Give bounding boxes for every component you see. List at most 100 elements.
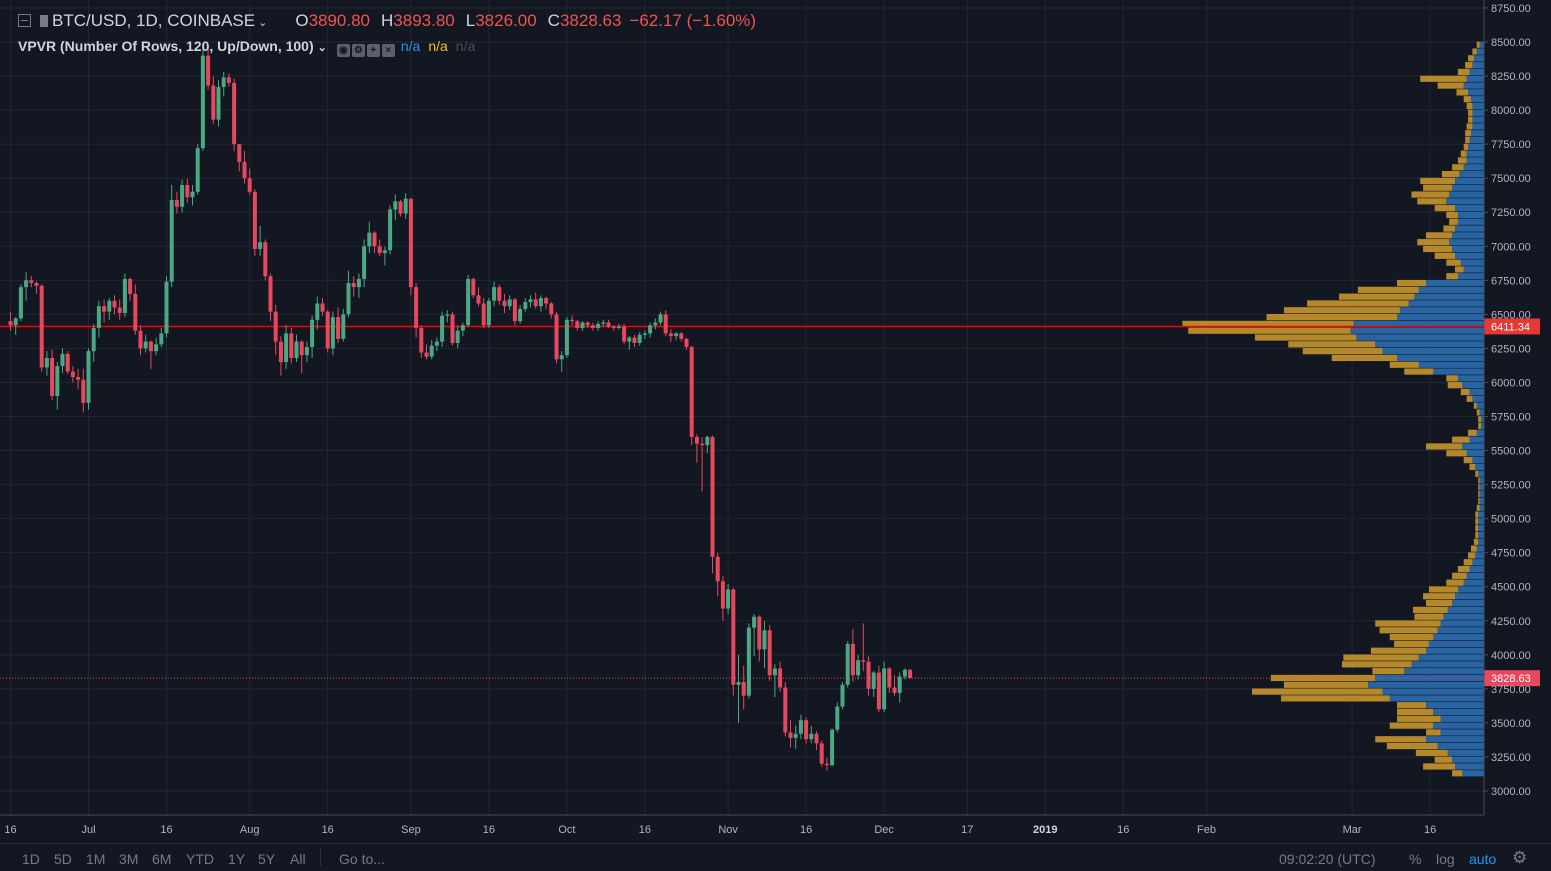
range-5d[interactable]: 5D: [54, 851, 72, 867]
candle-body: [190, 191, 195, 198]
candle-body: [523, 302, 528, 309]
volume-bar-up: [1472, 62, 1484, 69]
low-value: 3826.00: [475, 11, 537, 30]
volume-bar-down: [1188, 327, 1351, 334]
settings-gear-icon[interactable]: ⚙: [1512, 848, 1528, 867]
eye-icon[interactable]: ◉: [336, 44, 350, 57]
bottom-toolbar: 1D 5D 1M 3M 6M YTD 1Y 5Y All Go to... 09…: [0, 843, 1551, 871]
volume-bar-down: [1420, 177, 1455, 185]
close-value: 3828.63: [559, 11, 622, 30]
plus-icon[interactable]: +: [366, 44, 380, 57]
volume-bar-up: [1469, 565, 1484, 573]
volume-bar-down: [1446, 375, 1458, 382]
candle-body: [658, 314, 663, 323]
volume-bar-up: [1469, 68, 1484, 76]
volume-bar-down: [1437, 82, 1464, 89]
range-1y[interactable]: 1Y: [228, 851, 246, 867]
log-toggle[interactable]: log: [1436, 851, 1455, 867]
volume-bar-up: [1462, 382, 1484, 389]
volume-bar-up: [1428, 640, 1484, 648]
candle-body: [81, 379, 86, 403]
range-all[interactable]: All: [290, 851, 306, 867]
volume-bar-up: [1457, 273, 1484, 280]
volume-bar-up: [1382, 348, 1484, 355]
volume-bar-down: [1446, 450, 1467, 457]
candle-body: [133, 293, 138, 331]
volume-bar-up: [1468, 89, 1484, 96]
candle-body: [13, 318, 18, 326]
volume-bar-up: [1418, 286, 1484, 293]
flag-icon[interactable]: [40, 15, 48, 27]
volume-bar-up: [1481, 416, 1484, 423]
range-1d[interactable]: 1D: [22, 851, 40, 867]
volume-bar-up: [1447, 749, 1484, 756]
goto-button[interactable]: Go to...: [339, 851, 385, 867]
volume-bar-up: [1478, 538, 1484, 545]
chevron-down-icon[interactable]: ⌄: [258, 17, 268, 29]
auto-toggle[interactable]: auto: [1469, 851, 1497, 867]
volume-bar-down: [1339, 293, 1415, 300]
volume-bar-down: [1389, 634, 1434, 641]
volume-bar-down: [1252, 688, 1383, 695]
range-ytd[interactable]: YTD: [186, 851, 214, 867]
candle-body: [902, 669, 907, 677]
symbol-title[interactable]: BTC/USD, 1D, COINBASE: [52, 11, 256, 30]
volume-bar-down: [1463, 143, 1469, 150]
range-5y[interactable]: 5Y: [258, 851, 276, 867]
candle-body: [882, 668, 887, 710]
candle-body: [580, 322, 585, 328]
candle-body: [637, 334, 642, 343]
close-icon[interactable]: ×: [381, 44, 395, 57]
volume-bar-up: [1462, 443, 1484, 450]
volume-bar-down: [1254, 334, 1357, 341]
volume-bar-down: [1428, 586, 1458, 593]
collapse-icon[interactable]: [18, 14, 31, 27]
volume-bar-down: [1283, 681, 1368, 688]
percent-toggle[interactable]: %: [1409, 851, 1422, 867]
candle-body: [325, 311, 330, 349]
y-tick-label: 6000.00: [1491, 377, 1531, 389]
gear-icon[interactable]: ⚙: [351, 44, 365, 57]
volume-bar-up: [1433, 708, 1484, 716]
volume-bar-down: [1465, 130, 1471, 137]
candle-body: [684, 338, 689, 348]
candle-body: [216, 86, 221, 120]
volume-bar-up: [1455, 763, 1484, 770]
candle-body: [24, 280, 29, 288]
candle-body: [211, 85, 216, 120]
y-tick-label: 5000.00: [1491, 514, 1531, 526]
candle-body: [195, 148, 200, 192]
chevron-down-icon[interactable]: ⌄: [317, 42, 327, 54]
volume-bar-up: [1472, 559, 1484, 566]
candle-body: [268, 276, 273, 312]
volume-bar-up: [1463, 164, 1484, 171]
indicator-title[interactable]: VPVR (Number Of Rows, 120, Up/Down, 100): [18, 38, 314, 54]
candle-body: [887, 668, 892, 688]
price-chart[interactable]: 6411.34 3828.63 3000.00 3250.00 3500.00 3750…: [0, 0, 1551, 843]
volume-bar-down: [1460, 150, 1467, 157]
volume-bar-down: [1473, 402, 1477, 409]
volume-bar-down: [1375, 620, 1441, 627]
volume-bar-down: [1404, 368, 1434, 375]
volume-bar-up: [1476, 402, 1484, 409]
volume-bar-down: [1182, 320, 1354, 328]
candle-body: [502, 300, 507, 307]
volume-bar-down: [1420, 75, 1467, 82]
volume-bar-up: [1382, 688, 1484, 695]
volume-bar-down: [1266, 313, 1397, 321]
divider: [320, 848, 321, 866]
candle-body: [174, 199, 179, 207]
candle-body: [148, 341, 153, 352]
volume-bar-up: [1399, 307, 1484, 314]
volume-bar-down: [1379, 627, 1438, 634]
x-tick-label: Aug: [240, 824, 260, 836]
candle-body: [736, 682, 741, 685]
volume-bar-up: [1455, 225, 1484, 232]
range-3m[interactable]: 3M: [119, 851, 139, 867]
y-tick-label: 8750.00: [1491, 3, 1531, 15]
range-6m[interactable]: 6M: [152, 851, 172, 867]
candle-body: [544, 298, 549, 304]
range-1m[interactable]: 1M: [86, 851, 106, 867]
candle-body: [200, 55, 205, 149]
volume-bar-up: [1437, 742, 1484, 750]
